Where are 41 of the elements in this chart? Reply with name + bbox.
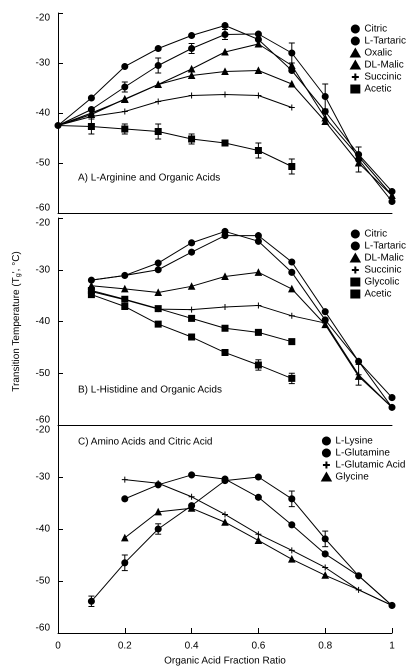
legend-label: Acetic [364, 84, 392, 94]
y-tick-label: -60 [36, 414, 50, 426]
legend-label: L-Lysine [335, 436, 374, 446]
legend-label: Succinic [364, 264, 402, 276]
y-tick-label: -20 [36, 218, 50, 228]
legend-label: L-Tartaric [364, 36, 406, 46]
y-tick-label: -50 [36, 368, 50, 379]
x-axis-title: Organic Acid Fraction Ratio [164, 655, 286, 666]
x-tick-label: 0.2 [118, 640, 132, 652]
legend-label: DL-Malic [364, 252, 404, 264]
legend-label: Acetic [364, 288, 392, 300]
legend-label: L-Glutamic Acid [335, 460, 406, 470]
legend-label: L-Glutamine [335, 448, 390, 458]
x-tick-label: 0.8 [318, 640, 333, 652]
y-tick-label: -40 [36, 316, 50, 327]
y-tick-label: -20 [36, 12, 50, 24]
legend-label: Glycine [335, 472, 370, 482]
legend-label: Glycolic [364, 276, 400, 288]
y-tick-label: -60 [36, 202, 50, 214]
y-tick-label: -20 [36, 424, 50, 436]
legend-label: L-Tartaric [364, 240, 406, 252]
y-tick-label: -40 [36, 108, 50, 118]
y-tick-label: -30 [36, 58, 50, 68]
legend-label: Citric [364, 24, 388, 34]
x-tick-label: 0.4 [184, 640, 199, 652]
legend-label: Oxalic [364, 48, 392, 58]
x-tick-label: 0.6 [251, 640, 266, 652]
legend-label: Citric [364, 228, 388, 240]
legend-label: DL-Malic [364, 60, 404, 70]
annotation: B) L-Histidine and Organic Acids [78, 384, 222, 396]
y-tick-label: -50 [36, 158, 50, 168]
annotation: A) L-Arginine and Organic Acids [78, 172, 220, 184]
y-tick-label: -40 [36, 524, 50, 534]
legend-label: Succinic [364, 72, 402, 82]
x-tick-label: 1 [389, 640, 396, 652]
y-tick-label: -60 [36, 622, 50, 634]
y-tick-label: -50 [36, 576, 50, 586]
y-tick-label: -30 [36, 472, 50, 482]
annotation: C) Amino Acids and Citric Acid [78, 436, 212, 448]
y-tick-label: -30 [36, 264, 50, 276]
x-tick-label: 0 [55, 640, 62, 652]
